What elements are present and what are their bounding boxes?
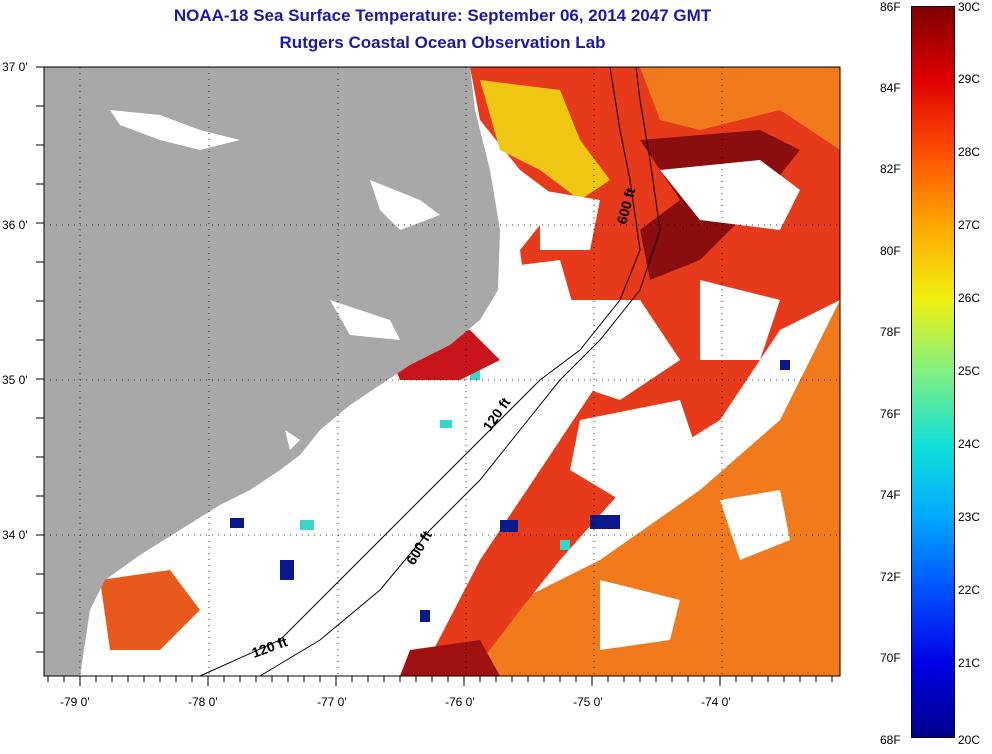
cb-c-23: 23C xyxy=(958,510,981,524)
inland-water xyxy=(110,110,440,450)
cb-f-82: 82F xyxy=(880,162,901,176)
sst-southern-patch xyxy=(100,570,200,650)
lon-label-76: -76 0' xyxy=(445,695,475,709)
colorbar-gradient xyxy=(912,7,954,737)
cb-c-22: 22C xyxy=(958,583,981,597)
cb-c-27: 27C xyxy=(958,218,981,232)
lat-label-35: 35 0' xyxy=(2,373,28,387)
cold-water-pixels xyxy=(230,360,790,622)
lat-label-36: 36 0' xyxy=(2,218,28,232)
cb-c-29: 29C xyxy=(958,72,981,86)
cb-c-20: 20C xyxy=(958,733,981,747)
cb-f-84: 84F xyxy=(880,81,901,95)
cb-c-30: 30C xyxy=(958,0,981,14)
contour-600ft xyxy=(259,66,661,677)
axis-ticks xyxy=(36,66,833,686)
cb-c-25: 25C xyxy=(958,364,981,378)
lat-label-37: 37 0' xyxy=(2,60,28,74)
lon-label-78: -78 0' xyxy=(188,695,218,709)
cool-water-pixels xyxy=(300,370,570,550)
chart-subtitle: Rutgers Coastal Ocean Observation Lab xyxy=(279,33,606,52)
cb-f-76: 76F xyxy=(880,407,901,421)
lon-label-77: -77 0' xyxy=(317,695,347,709)
cb-f-72: 72F xyxy=(880,570,901,584)
cb-f-86: 86F xyxy=(880,0,901,14)
lon-label-79: -79 0' xyxy=(60,695,90,709)
chart-title: NOAA-18 Sea Surface Temperature: Septemb… xyxy=(173,6,712,25)
cb-f-74: 74F xyxy=(880,488,901,502)
cb-f-80: 80F xyxy=(880,244,901,258)
land xyxy=(44,67,500,676)
sst-hot-patch-3 xyxy=(400,640,500,676)
lat-label-34: 34 0' xyxy=(2,528,28,542)
contour-120ft xyxy=(199,66,641,677)
graticule xyxy=(44,67,840,676)
cb-f-68: 68F xyxy=(880,733,901,747)
cb-c-24: 24C xyxy=(958,437,981,451)
lon-label-74: -74 0' xyxy=(701,695,731,709)
map-frame xyxy=(43,66,841,677)
lon-label-75: -75 0' xyxy=(573,695,603,709)
depth-contours xyxy=(199,66,661,677)
colorbar-frame xyxy=(911,6,955,738)
cb-c-28: 28C xyxy=(958,145,981,159)
cb-f-70: 70F xyxy=(880,651,901,665)
sst-yellow-nearshore xyxy=(480,80,610,200)
cb-c-26: 26C xyxy=(958,291,981,305)
cb-c-21: 21C xyxy=(958,656,981,670)
cb-f-78: 78F xyxy=(880,325,901,339)
